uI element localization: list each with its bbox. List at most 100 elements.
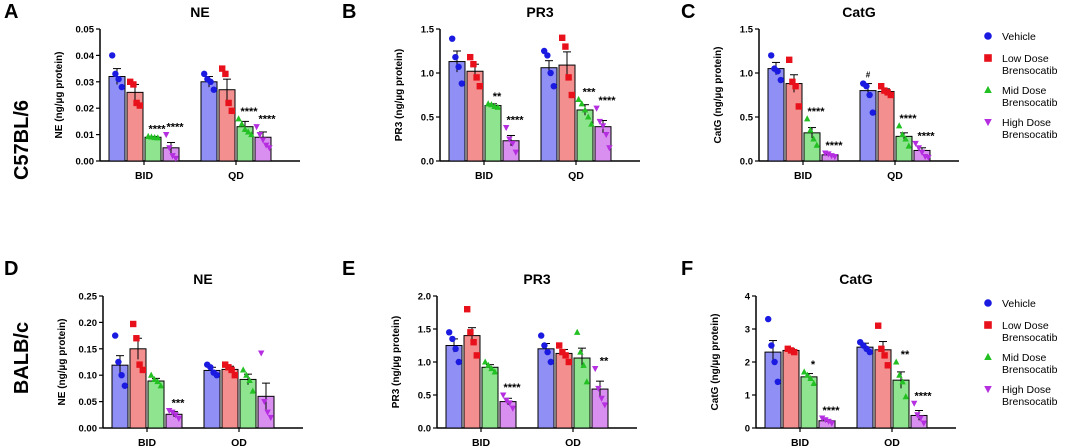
panel-B: B PR3 0.0 0.5 1.0 1.5 PR3 (ng/µg protein) BID **… (342, 1, 640, 182)
bar (445, 345, 463, 429)
y-tick-label: 0.0 (418, 424, 431, 435)
bar (877, 90, 895, 162)
data-point (267, 414, 274, 421)
data-point (884, 362, 891, 369)
y-axis-label: PR3 (ng/µg protein) (394, 49, 405, 141)
data-point (541, 47, 548, 55)
data-point (245, 128, 252, 135)
data-point (115, 358, 122, 366)
x-tick-label: QD (228, 170, 244, 182)
panel-letter: C (681, 1, 695, 23)
data-point (822, 417, 829, 424)
y-tick-label: 0.0 (421, 157, 434, 168)
significance-label: **** (148, 123, 166, 135)
data-point (213, 372, 220, 379)
data-point (866, 91, 873, 99)
data-point (109, 52, 116, 59)
data-point (920, 420, 927, 427)
data-point (599, 123, 607, 130)
data-point (592, 366, 599, 373)
bar (540, 67, 558, 162)
y-tick-label: 1 (745, 391, 751, 402)
data-point (588, 120, 595, 127)
data-point (538, 332, 545, 339)
significance-label: **** (822, 405, 840, 417)
data-point (598, 395, 605, 402)
bar (463, 335, 481, 429)
y-tick-label: 0.25 (79, 292, 98, 303)
legend-label: Brensocatib (1002, 364, 1058, 376)
data-point (509, 140, 516, 147)
data-point (603, 132, 610, 139)
legend-marker (984, 321, 992, 329)
bar (484, 105, 502, 162)
data-point (810, 379, 817, 387)
data-point (902, 393, 909, 400)
data-point (559, 348, 566, 356)
data-point (810, 135, 817, 142)
y-tick-label: 0.5 (418, 391, 432, 402)
data-point (133, 335, 140, 342)
y-tick-label: 0.02 (76, 104, 95, 115)
data-point (777, 76, 784, 84)
data-point (765, 315, 772, 323)
y-tick-label: 0.0 (740, 157, 753, 168)
y-tick-label: 4 (745, 292, 751, 303)
chart-title: PR3 (523, 271, 550, 287)
data-point (133, 99, 140, 107)
bar (856, 346, 874, 429)
data-point (207, 78, 214, 86)
data-point (248, 131, 255, 138)
significance-label: **** (166, 122, 184, 134)
data-point (881, 352, 888, 359)
data-point (243, 371, 250, 378)
data-point (774, 378, 781, 385)
significance-label: **** (807, 106, 825, 118)
legend-label: Vehicle (1002, 298, 1036, 310)
data-point (256, 132, 263, 139)
y-tick-label: 1.5 (421, 25, 435, 36)
data-point (249, 387, 256, 394)
data-point (789, 78, 796, 85)
row-label-2: BALB/c (11, 322, 33, 394)
bar (239, 378, 257, 429)
data-point (476, 83, 483, 90)
y-tick-label: 1.5 (418, 325, 432, 336)
data-point (169, 409, 176, 416)
data-point (259, 137, 267, 144)
y-axis-label: NE (ng/µg protein) (57, 319, 68, 406)
data-point (169, 153, 176, 160)
legend-marker (984, 54, 992, 62)
x-tick-label: QD (231, 437, 247, 446)
data-point (869, 109, 876, 116)
significance-label: **** (598, 95, 616, 107)
data-point (512, 149, 519, 156)
panel-letter: A (4, 1, 18, 23)
data-point (905, 142, 912, 149)
y-tick-label: 3 (745, 325, 750, 336)
data-point (473, 74, 480, 81)
data-point (118, 372, 125, 379)
data-point (449, 335, 456, 343)
data-point (866, 348, 873, 356)
bar (129, 348, 147, 429)
data-point (467, 329, 474, 336)
legend-label: Low Dose (1002, 53, 1049, 65)
legend-marker (984, 385, 992, 394)
data-point (825, 418, 832, 425)
y-tick-label: 0.20 (79, 318, 98, 329)
data-point (241, 125, 249, 132)
data-point (914, 412, 921, 419)
data-point (583, 378, 590, 385)
y-axis-label: CatG (ng/µg protein) (713, 47, 724, 144)
data-point (157, 382, 164, 389)
data-point (918, 149, 926, 156)
data-point (786, 56, 793, 63)
legend-marker (984, 85, 992, 94)
legend-label: High Dose (1002, 117, 1051, 129)
data-point (550, 83, 557, 90)
data-point (791, 348, 798, 356)
